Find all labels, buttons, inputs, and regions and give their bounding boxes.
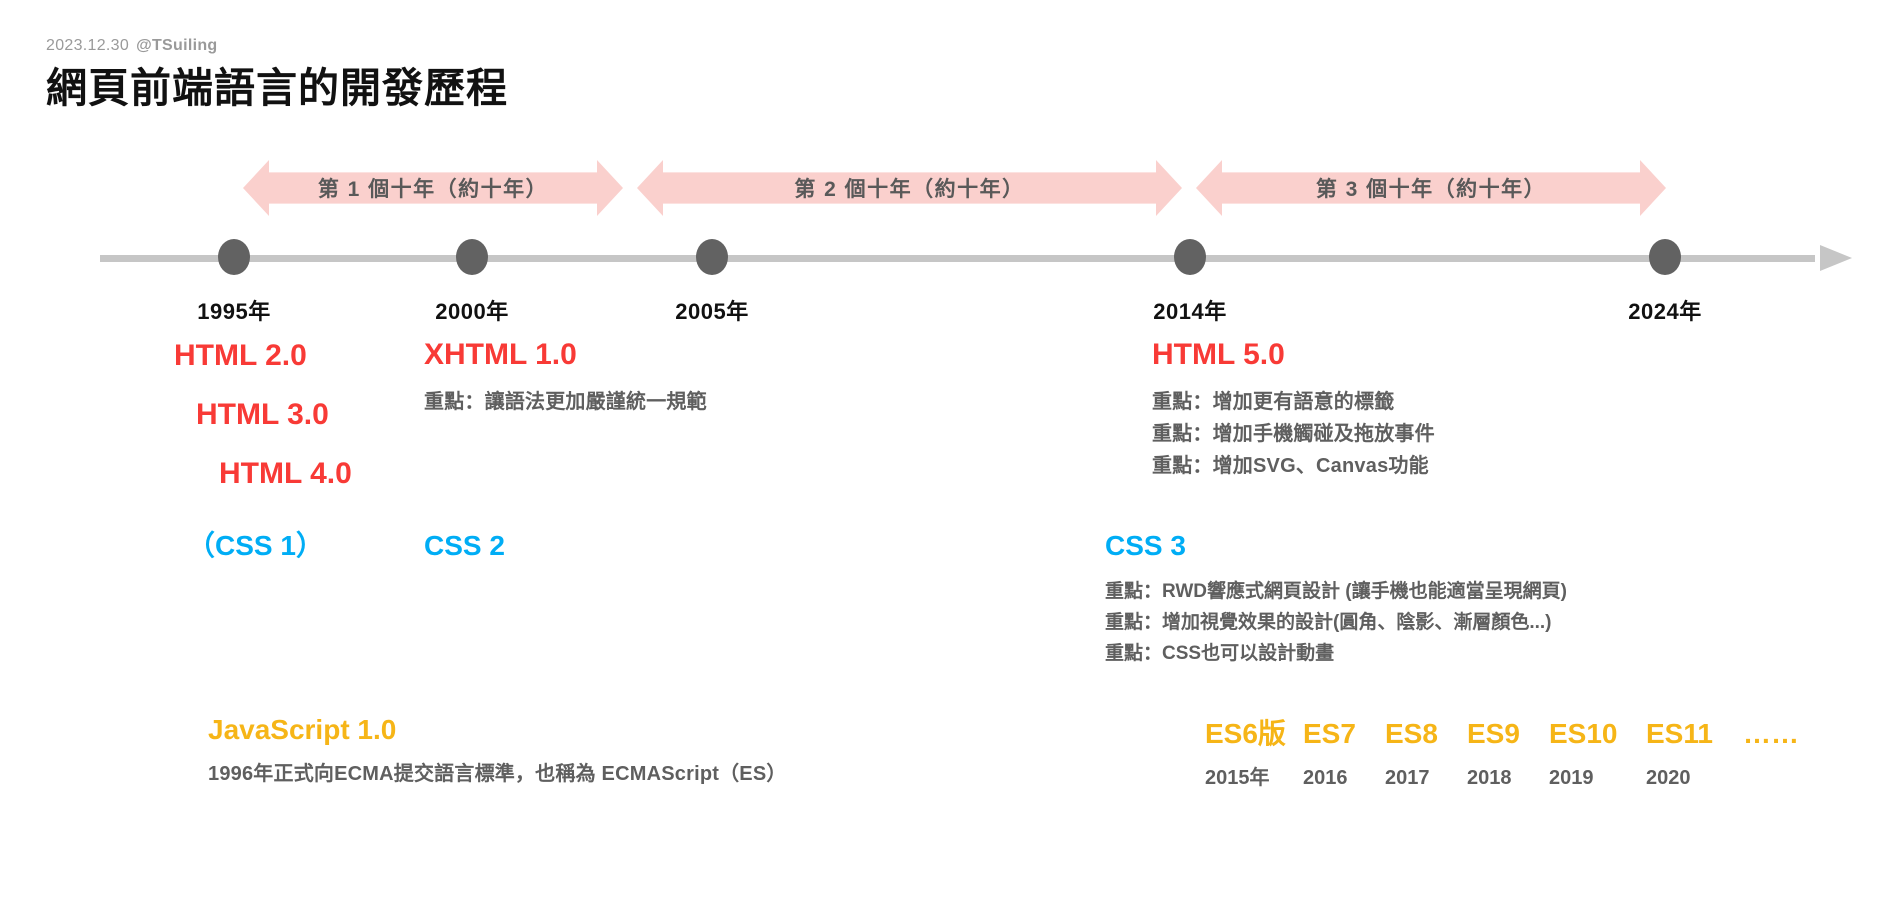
note-line: 重點：讓語法更加嚴謹統一規範: [424, 390, 707, 413]
es-version-labels: ES6版 ES7 ES8 ES9 ES10 ES11 ……: [1205, 712, 1803, 752]
note-line: 重點：RWD響應式網頁設計 (讓手機也能適當呈現網頁): [1105, 581, 1567, 602]
es-version-label: ES6版: [1205, 718, 1286, 749]
decade-arrow-3: 第 3 個十年（約十年）: [1196, 160, 1666, 216]
xhtml-notes: 重點：讓語法更加嚴謹統一規範: [424, 386, 707, 418]
es-versions-block: ES6版 ES7 ES8 ES9 ES10 ES11…… 2015年 2016 2017 201…: [1205, 712, 1803, 790]
es-version-year: 2015年: [1205, 767, 1270, 789]
timeline-year-label: 1995年: [197, 299, 271, 324]
timeline-dot-icon: [456, 239, 488, 275]
javascript-title: JavaScript 1.0: [208, 714, 397, 745]
author-handle: @TSuiling: [136, 37, 218, 54]
decade-arrow-2: 第 2 個十年（約十年）: [637, 160, 1182, 216]
html-version-label: HTML 2.0: [174, 339, 307, 372]
css3-title: CSS 3: [1105, 530, 1186, 561]
xhtml-title: XHTML 1.0: [424, 338, 577, 371]
es-version-year: 2020: [1646, 767, 1691, 789]
timeline-year-label: 2000年: [435, 299, 509, 324]
es-version-label: ES10: [1549, 718, 1618, 749]
axis-arrowhead-icon: [1820, 245, 1852, 271]
timeline-dot-icon: [218, 239, 250, 275]
html-version-label: HTML 4.0: [219, 457, 352, 491]
publish-date: 2023.12.30: [46, 37, 130, 54]
note-line: 重點：增加手機觸碰及拖放事件: [1152, 422, 1435, 445]
html-early-versions-block: HTML 2.0 HTML 3.0 HTML 4.0: [174, 336, 352, 495]
css2-block: CSS 2: [424, 528, 505, 563]
es-version-label: ES8: [1385, 718, 1438, 749]
es-version-year: 2019: [1549, 767, 1594, 789]
html5-title: HTML 5.0: [1152, 338, 1285, 371]
css3-notes: 重點：RWD響應式網頁設計 (讓手機也能適當呈現網頁) 重點：增加視覺效果的設計(…: [1105, 577, 1567, 669]
timeline-axis: 1995年 2000年 2005年 2014年 2024年: [100, 239, 1852, 324]
javascript-block: JavaScript 1.0 1996年正式向ECMA提交語言標準，也稱為 EC…: [208, 712, 787, 790]
note-line: 重點：增加更有語意的標籤: [1152, 390, 1395, 413]
es-version-label: ES9: [1467, 718, 1520, 749]
timeline-year-label: 2024年: [1628, 299, 1702, 324]
xhtml-block: XHTML 1.0 重點：讓語法更加嚴謹統一規範: [424, 336, 707, 418]
decade-label-2: 第 2 個十年（約十年）: [794, 178, 1025, 201]
timeline-year-label: 2005年: [675, 299, 749, 324]
es-version-label: ES11: [1646, 718, 1713, 749]
css3-block: CSS 3 重點：RWD響應式網頁設計 (讓手機也能適當呈現網頁) 重點：增加視覺…: [1105, 528, 1567, 669]
es-version-year: 2018: [1467, 767, 1512, 789]
note-line: 重點：CSS也可以設計動畫: [1105, 642, 1335, 664]
timeline-dot-icon: [1649, 239, 1681, 275]
html-version-label: HTML 3.0: [196, 398, 329, 432]
html5-notes: 重點：增加更有語意的標籤重點：增加手機觸碰及拖放事件 重點：增加SVG、Canva…: [1152, 386, 1435, 483]
es-version-label: ES7: [1303, 718, 1356, 749]
timeline-dot-icon: [696, 239, 728, 275]
es-version-label: ……: [1743, 718, 1799, 749]
note-line: 重點：增加SVG、Canvas功能: [1152, 455, 1429, 478]
note-line: 重點：增加視覺效果的設計(圓角、陰影、漸層顏色...): [1105, 611, 1552, 633]
css2-title: CSS 2: [424, 530, 505, 561]
decade-label-1: 第 1 個十年（約十年）: [317, 178, 549, 201]
es-version-year: 2017: [1385, 767, 1430, 789]
decade-arrow-1: 第 1 個十年（約十年）: [243, 160, 623, 216]
javascript-notes: 1996年正式向ECMA提交語言標準，也稱為 ECMAScript（ES）: [208, 758, 787, 790]
css1-block: （CSS 1）: [187, 528, 324, 563]
page-header: 2023.12.30 @TSuiling 網頁前端語言的開發歷程: [46, 36, 946, 113]
css1-title: （CSS 1）: [187, 530, 324, 561]
axis-line: [100, 255, 1815, 262]
timeline-dot-icon: [1174, 239, 1206, 275]
html5-block: HTML 5.0 重點：增加更有語意的標籤重點：增加手機觸碰及拖放事件 重點：增加…: [1152, 336, 1435, 483]
timeline-year-label: 2014年: [1153, 299, 1227, 324]
es-version-years: 2015年 2016 2017 2018 2019 2020: [1205, 761, 1803, 790]
meta-line: 2023.12.30 @TSuiling: [46, 36, 946, 56]
decade-label-3: 第 3 個十年（約十年）: [1315, 178, 1547, 201]
es-version-year: 2016: [1303, 767, 1348, 789]
page-title: 網頁前端語言的開發歷程: [46, 65, 508, 111]
note-line: 1996年正式向ECMA提交語言標準，也稱為 ECMAScript（ES）: [208, 763, 787, 785]
